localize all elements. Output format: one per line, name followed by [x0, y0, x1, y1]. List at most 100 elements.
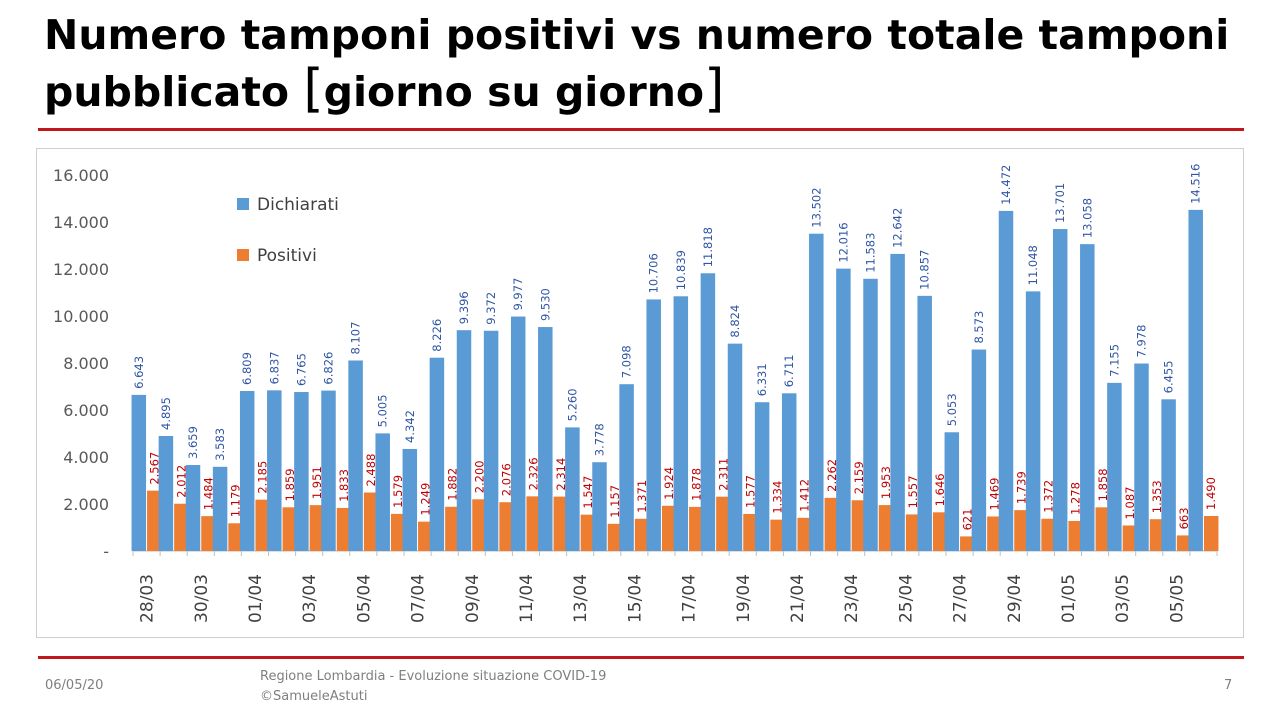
data-label-positivi: 621: [960, 508, 974, 530]
bar-positivi: [1095, 507, 1111, 551]
bar-dichiarati: [538, 327, 553, 551]
bar-positivi: [851, 500, 867, 551]
y-tick-label: 14.000: [53, 213, 109, 232]
data-label-positivi: 1.412: [798, 479, 812, 512]
bar-positivi: [1122, 525, 1138, 551]
data-label-dichiarati: 10.857: [918, 250, 932, 290]
x-tick-label: 29/04: [1005, 574, 1025, 623]
data-label-positivi: 1.924: [662, 467, 676, 500]
data-label-dichiarati: 10.839: [674, 250, 688, 290]
data-label-dichiarati: 8.824: [728, 305, 742, 338]
bar-dichiarati: [998, 210, 1014, 551]
x-tick-label: 27/04: [951, 574, 971, 623]
bar-dichiarati: [1080, 244, 1095, 551]
bar-positivi: [716, 496, 731, 551]
data-label-dichiarati: 14.516: [1189, 164, 1203, 204]
y-tick-label: 2.000: [63, 495, 109, 514]
data-label-dichiarati: 7.098: [620, 345, 634, 378]
data-label-dichiarati: 14.472: [999, 165, 1013, 205]
data-label-positivi: 1.646: [933, 473, 947, 506]
bar-positivi: [255, 499, 270, 551]
data-label-dichiarati: 5.005: [376, 394, 390, 427]
data-label-positivi: 1.278: [1069, 482, 1083, 515]
bar-dichiarati: [131, 394, 147, 551]
data-label-dichiarati: 6.837: [267, 351, 281, 384]
data-label-positivi: 663: [1177, 507, 1191, 529]
bar-dichiarati: [809, 233, 824, 551]
bar-dichiarati: [971, 349, 987, 551]
bar-positivi: [1203, 515, 1219, 551]
title-bracket-open: [: [303, 59, 324, 119]
bar-positivi: [174, 503, 189, 551]
bar-dichiarati: [700, 273, 716, 551]
bar-dichiarati: [727, 343, 743, 551]
data-label-positivi: 2.076: [500, 463, 514, 496]
bar-positivi: [987, 516, 1002, 551]
bar-positivi: [1014, 510, 1029, 551]
x-tick-label: 15/04: [625, 574, 645, 623]
bar-chart: - 2.000 4.000 6.000 8.000 10.000 12.000 14.000 1…: [53, 164, 1219, 623]
x-tick-label: 19/04: [734, 574, 754, 623]
bar-dichiarati: [917, 295, 932, 551]
data-label-dichiarati: 7.978: [1135, 325, 1149, 358]
bar-dichiarati: [1025, 291, 1041, 551]
y-tick-label: 12.000: [53, 260, 109, 279]
data-label-positivi: 2.567: [147, 452, 161, 485]
data-label-dichiarati: 11.583: [864, 233, 878, 273]
x-tick-label: 01/04: [246, 574, 266, 623]
data-label-positivi: 1.087: [1123, 487, 1137, 520]
data-label-positivi: 2.311: [716, 458, 730, 491]
bar-positivi: [526, 496, 541, 551]
data-label-positivi: 1.859: [283, 468, 297, 501]
x-tick-label: 11/04: [517, 574, 537, 623]
data-label-dichiarati: 3.778: [593, 423, 607, 456]
legend-swatch-dichiarati: [237, 198, 249, 210]
x-tick-label: 03/04: [300, 574, 320, 623]
data-label-positivi: 1.547: [581, 476, 595, 509]
data-label-positivi: 1.490: [1204, 477, 1218, 510]
x-tick-label: 05/05: [1167, 574, 1187, 623]
bar-dichiarati: [483, 330, 499, 551]
bar-dichiarati: [429, 357, 445, 551]
bar-positivi: [472, 499, 487, 551]
data-label-positivi: 1.882: [445, 468, 459, 501]
bar-positivi: [418, 521, 433, 551]
bar-dichiarati: [239, 390, 255, 551]
bar-dichiarati: [321, 390, 336, 551]
title-bracket-close: ]: [704, 59, 725, 119]
data-label-positivi: 1.557: [906, 475, 920, 508]
bar-positivi: [390, 513, 406, 551]
bar-positivi: [201, 516, 216, 551]
bar-positivi: [445, 506, 460, 551]
data-label-dichiarati: 6.826: [322, 352, 336, 385]
bar-positivi: [932, 512, 948, 551]
bar-positivi: [1149, 519, 1165, 551]
y-tick-label: 4.000: [63, 448, 109, 467]
data-label-positivi: 1.739: [1015, 471, 1029, 504]
data-label-positivi: 2.159: [852, 461, 866, 494]
bar-positivi: [960, 536, 975, 551]
data-label-dichiarati: 9.372: [484, 292, 498, 325]
data-label-dichiarati: 5.053: [945, 393, 959, 426]
data-label-positivi: 1.371: [635, 480, 649, 513]
footer-source: Regione Lombardia - Evoluzione situazion…: [260, 667, 606, 707]
title-line-1: Numero tamponi positivi vs numero totale…: [44, 11, 1230, 59]
data-label-dichiarati: 6.765: [294, 353, 308, 386]
data-label-positivi: 1.484: [202, 477, 216, 510]
x-tick-label: 17/04: [680, 574, 700, 623]
bar-positivi: [363, 492, 379, 551]
bar-positivi: [309, 505, 325, 551]
bar-dichiarati: [348, 360, 363, 551]
bar-positivi: [336, 507, 352, 551]
data-label-dichiarati: 8.107: [349, 322, 363, 355]
bar-positivi: [824, 497, 840, 551]
bar-dichiarati: [592, 462, 607, 551]
bar-dichiarati: [565, 427, 580, 551]
data-label-dichiarati: 6.455: [1162, 360, 1176, 393]
bar-positivi: [282, 507, 298, 551]
bar-positivi: [905, 514, 921, 551]
data-label-dichiarati: 13.058: [1080, 198, 1094, 238]
data-label-positivi: 1.334: [771, 481, 785, 514]
x-tick-label: 01/05: [1059, 574, 1079, 623]
bar-dichiarati: [375, 433, 390, 551]
